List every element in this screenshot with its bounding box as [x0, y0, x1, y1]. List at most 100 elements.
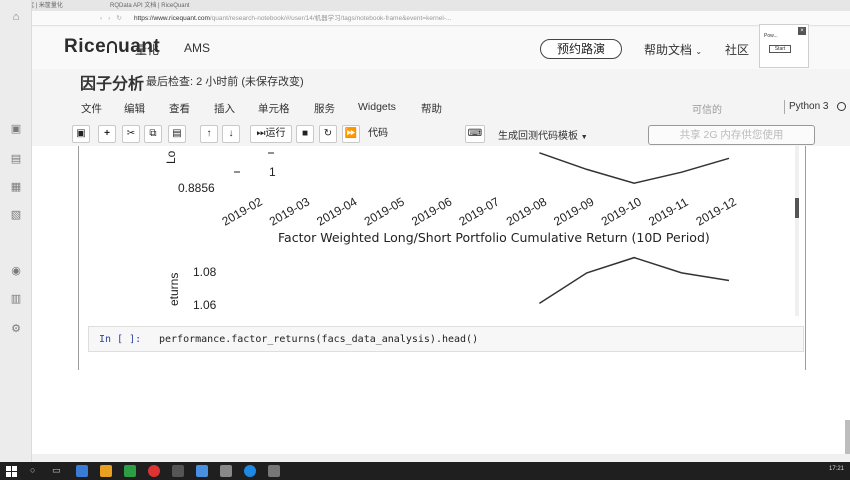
nav-arrows-icon[interactable]: ‹›↻ [100, 15, 128, 22]
nav-ams[interactable]: AMS [184, 41, 211, 55]
chart1-xtick-label: 2019-07 [457, 194, 502, 228]
app-icon[interactable] [172, 465, 184, 477]
notes-icon[interactable]: ▤ [10, 153, 22, 165]
browser-tab[interactable]: RQData API 文档 | RiceQuant [110, 3, 190, 9]
close-icon[interactable]: × [798, 27, 806, 35]
checkpoint-status: 最后检查: 2 小时前 (未保存改变) [146, 76, 304, 88]
pin-icon[interactable]: ◉ [11, 265, 21, 277]
menu-cell[interactable]: 单元格 [258, 103, 290, 115]
trusted-indicator[interactable]: 可信的 [692, 105, 722, 116]
chart1-xtick-label: 2019-11 [646, 195, 691, 229]
browser-tab-strip: 投资研究 | 米筐量化 RQData API 文档 | RiceQuant [0, 0, 850, 11]
add-cell-icon[interactable]: + [98, 125, 116, 143]
copy-icon[interactable]: ⧉ [144, 125, 162, 143]
chart1-xtick-label: 2019-12 [694, 194, 739, 228]
app-icon[interactable] [124, 465, 136, 477]
menu-view[interactable]: 查看 [169, 103, 190, 115]
home-icon[interactable]: ⌂ [12, 11, 20, 23]
grid-icon[interactable]: ▦ [10, 181, 22, 193]
widget-label: Pow... [764, 33, 778, 39]
app-icon[interactable] [220, 465, 232, 477]
logo-text-uant: uant [118, 36, 161, 57]
scrollbar-thumb[interactable] [795, 198, 799, 218]
move-up-icon[interactable]: ↑ [200, 125, 218, 143]
logo-q-mark [107, 41, 118, 53]
cut-icon[interactable]: ✂ [122, 125, 140, 143]
output-cell [78, 146, 806, 370]
restart-icon[interactable]: ↻ [319, 125, 337, 143]
template-label: 生成回测代码模板 [498, 131, 578, 142]
chart1-ytick-label: 1 [269, 165, 276, 179]
divider [784, 100, 785, 114]
chart2-title: Factor Weighted Long/Short Portfolio Cum… [278, 230, 710, 245]
address-bar[interactable]: ‹›↻ https://www.ricequant.com/quant/rese… [32, 11, 850, 26]
cell-type-value: 代码 [368, 128, 388, 139]
notebook-area [32, 146, 850, 462]
app-icon[interactable] [76, 465, 88, 477]
chart1-xtick-label: 2019-05 [362, 194, 407, 228]
help-label: 帮助文档 [644, 43, 693, 57]
kernel-name: Python 3 [789, 101, 829, 112]
menu-edit[interactable]: 编辑 [124, 103, 145, 115]
app-icon[interactable] [268, 465, 280, 477]
chart1-xtick-label: 2019-04 [314, 194, 359, 228]
generate-template-button[interactable]: 生成回测代码模板 ▼ [498, 127, 588, 142]
app-icon[interactable] [196, 465, 208, 477]
paste-icon[interactable]: ▤ [168, 125, 186, 143]
logo-text-rice: Rice [64, 36, 107, 57]
notebook-title[interactable]: 因子分析 [80, 76, 145, 93]
url-host: https://www.ricequant.com [134, 15, 210, 22]
nav-community[interactable]: 社区 [725, 43, 750, 57]
fast-forward-icon[interactable]: ⏩ [342, 125, 360, 143]
run-label: 运行 [265, 128, 286, 139]
input-cell[interactable]: In [ ]: performance.factor_returns(facs_… [88, 326, 804, 352]
recording-widget: × Pow... Start [759, 24, 809, 68]
chart2-ylabel: eturns [167, 273, 181, 306]
chart1-xtick-label: 2019-03 [267, 194, 312, 228]
chevron-down-icon: ⌄ [695, 47, 703, 56]
chart2-ytick-label: 1.06 [193, 298, 217, 312]
save-icon[interactable]: ▣ [72, 125, 90, 143]
chart1-xtick-label: 2019-06 [409, 194, 454, 228]
menu-file[interactable]: 文件 [81, 103, 102, 115]
input-prompt: In [ ]: [99, 334, 142, 345]
menu-insert[interactable]: 插入 [214, 103, 235, 115]
search-icon[interactable]: ○ [30, 465, 36, 475]
windows-start-icon[interactable] [6, 465, 18, 477]
nav-quant[interactable]: 量化 [135, 43, 160, 57]
chart2-series-line [538, 256, 730, 305]
menu-widgets[interactable]: Widgets [358, 101, 396, 113]
keyboard-icon[interactable]: ⌨ [465, 125, 485, 143]
stop-icon[interactable]: ■ [296, 125, 314, 143]
browser-status-bar [32, 454, 850, 462]
start-button[interactable]: Start [769, 45, 791, 53]
code-editor[interactable]: performance.factor_returns(facs_data_ana… [159, 334, 479, 345]
app-icon[interactable] [244, 465, 256, 477]
menu-kernel[interactable]: 服务 [314, 103, 335, 115]
menu-help[interactable]: 帮助 [421, 103, 442, 115]
chart-icon[interactable]: ▥ [10, 293, 22, 305]
os-sidebar: ⌂ ▣ ▤ ▦ ▧ ◉ ▥ ⚙ [0, 0, 32, 462]
menu-bar: 文件 编辑 查看 插入 单元格 服务 Widgets 帮助 可信的 Python… [32, 96, 850, 118]
clock[interactable]: 17:21 [828, 466, 844, 472]
task-view-icon[interactable]: ▭ [52, 465, 61, 475]
memory-notice-button[interactable]: 共享 2G 内存供您使用 [648, 125, 815, 145]
chart1-xtick-label: 2019-08 [504, 194, 549, 228]
page-scrollbar[interactable] [845, 420, 850, 454]
book-demo-button[interactable]: 预约路演 [540, 39, 622, 59]
image-icon[interactable]: ▧ [10, 209, 22, 221]
settings-icon[interactable]: ⚙ [11, 323, 21, 335]
output-scrollbar[interactable] [795, 146, 799, 316]
chart1-xtick-labels: 2019-02 2019-03 2019-04 2019-05 2019-06 2019-… [220, 194, 739, 228]
browser-tab[interactable]: 投资研究 | 米筐量化 [10, 3, 63, 9]
move-down-icon[interactable]: ↓ [222, 125, 240, 143]
app-icon[interactable] [100, 465, 112, 477]
chart1-ylabel: Lo [164, 150, 178, 164]
app-icon[interactable] [148, 465, 160, 477]
folder-icon[interactable]: ▣ [10, 123, 22, 135]
ricequant-logo[interactable]: Rice uant [64, 36, 160, 58]
run-button[interactable]: ⏭运行 [250, 125, 292, 143]
chart1-ytick-label: 0.8856 [178, 181, 215, 195]
nav-help-docs[interactable]: 帮助文档 ⌄ [644, 41, 702, 58]
